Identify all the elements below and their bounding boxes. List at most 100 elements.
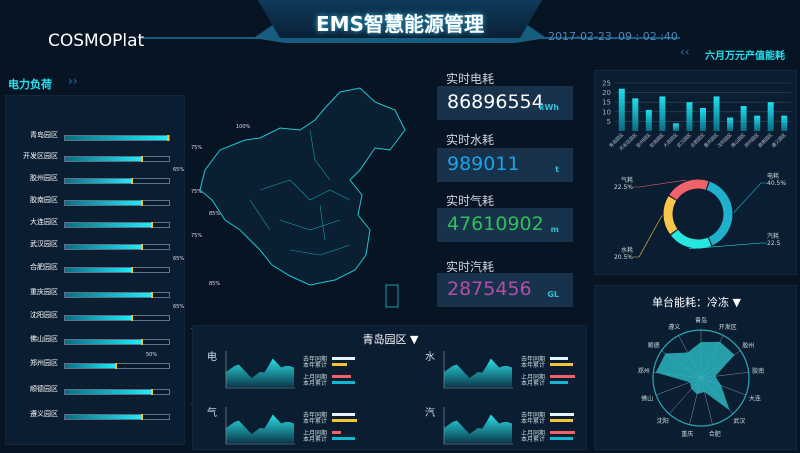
slice-name: 电耗	[767, 172, 779, 180]
donut-slice[interactable]	[706, 181, 733, 246]
x-tick-label: 遵义园区	[770, 131, 788, 149]
park-label: 胶南园区	[30, 196, 58, 204]
load-bar	[64, 339, 170, 345]
bar[interactable]	[740, 106, 747, 131]
load-bar-fill	[65, 223, 154, 227]
load-row: 开发区园区 75%	[6, 145, 202, 166]
load-marker	[151, 292, 154, 298]
legend-bar	[332, 357, 355, 360]
park-selector[interactable]: 青岛园区 ▼	[193, 331, 588, 347]
load-percent: 65%	[173, 256, 185, 262]
realtime-label: 实时气耗	[446, 194, 495, 208]
page-title: EMS智慧能源管理	[316, 12, 484, 36]
park-label: 合肥园区	[30, 263, 58, 271]
chevron-left-icon: ‹‹	[680, 45, 690, 59]
legend-label: 上月同期	[521, 430, 546, 437]
realtime-label: 实时汽耗	[446, 260, 495, 274]
load-marker	[151, 389, 154, 395]
load-bar	[64, 414, 170, 420]
radar-area[interactable]	[655, 341, 735, 411]
bar[interactable]	[727, 117, 734, 131]
legend-bar	[550, 375, 575, 378]
radar-axis-label: 胶南	[752, 367, 764, 375]
legend-bar	[332, 413, 355, 416]
china-map[interactable]	[190, 80, 430, 320]
legend-bar	[332, 381, 355, 384]
time-display: 09 : 02 :40	[618, 30, 678, 43]
area-chart	[225, 407, 295, 445]
bar[interactable]	[672, 123, 679, 131]
slice-value: 20.5%	[614, 254, 633, 261]
load-row: 大连园区 85%	[6, 211, 220, 232]
axis	[225, 351, 295, 389]
bar[interactable]	[754, 115, 761, 131]
load-percent: 65%	[173, 304, 185, 310]
y-tick-label: 20	[602, 89, 611, 97]
radar-axis-label: 顺德	[648, 341, 660, 349]
power-load-panel: 青岛园区 100% 开发区园区 75% 胶州园区 65% 胶南园区 75% 大连园区 85% 武汉园…	[5, 95, 250, 445]
legend-label: 上月同期	[303, 374, 328, 381]
unit-energy-panel: 单台能耗：冷冻 ▼ 青岛 开发区 胶州 胶南 大连 武汉 合肥 重庆 沈阳 佛山 郑州 顺德 遵义	[594, 285, 797, 450]
bar[interactable]	[618, 88, 625, 131]
radar-axis-label: 武汉	[733, 417, 745, 425]
load-bar	[64, 222, 170, 228]
load-marker	[141, 244, 143, 250]
realtime-value: 47610902	[447, 213, 544, 235]
energy-type-label: 汽	[425, 408, 435, 419]
donut-slice[interactable]	[670, 229, 712, 249]
bar[interactable]	[659, 96, 666, 131]
slice-value: 40.5%	[767, 180, 786, 187]
dropdown-arrow-icon: ▼	[732, 296, 741, 309]
load-bar	[64, 200, 170, 206]
radar-axis-label: 开发区	[719, 323, 737, 331]
load-percent: 100%	[236, 124, 251, 130]
radar-axis-label: 大连	[749, 394, 761, 402]
load-bar	[64, 292, 170, 298]
y-tick-label: 15	[602, 99, 611, 107]
load-row: 胶南园区 75%	[6, 189, 202, 210]
slice-name: 气耗	[621, 176, 633, 184]
load-row: 遵义园区75%	[6, 403, 202, 424]
energy-type-label: 气	[207, 408, 217, 419]
realtime-value-box: 989011 t	[437, 148, 573, 182]
legend-label: 本年累计	[303, 418, 328, 425]
donut-slice[interactable]	[669, 179, 709, 201]
radar-axis-label: 遵义	[668, 323, 680, 331]
legend-bar	[550, 357, 568, 360]
load-marker	[141, 156, 143, 162]
load-percent: 50%	[146, 352, 158, 358]
load-bar	[64, 389, 170, 395]
realtime-value: 989011	[447, 153, 520, 175]
legend-bar	[332, 431, 341, 434]
bar[interactable]	[781, 115, 788, 131]
load-percent: 85%	[209, 281, 221, 287]
bar[interactable]	[713, 96, 720, 131]
load-marker	[141, 200, 143, 206]
bar[interactable]	[700, 107, 706, 131]
area-series	[444, 414, 512, 443]
park-label: 重庆园区	[30, 288, 58, 296]
legend-label: 本年累计	[303, 362, 328, 369]
load-bar-fill	[65, 157, 143, 161]
legend-bar	[550, 431, 575, 434]
radar-axis-label: 青岛	[695, 316, 707, 324]
legend-label: 去年同期	[303, 412, 328, 419]
radar-selector[interactable]: 单台能耗：冷冻 ▼	[595, 294, 798, 310]
slice-name: 汽耗	[767, 232, 779, 240]
load-bar-fill	[65, 390, 154, 394]
bar[interactable]	[632, 98, 639, 131]
load-bar-fill	[65, 293, 154, 297]
load-bar-fill	[65, 179, 133, 183]
load-bar	[64, 267, 170, 273]
legend-label: 去年同期	[521, 356, 546, 363]
axis	[443, 407, 513, 445]
load-bar	[64, 244, 170, 250]
load-marker	[130, 315, 133, 321]
load-bar	[64, 315, 170, 321]
load-bar	[64, 178, 170, 184]
bar[interactable]	[686, 102, 693, 131]
park-label: 大连园区	[30, 218, 58, 226]
bar[interactable]	[645, 109, 652, 131]
donut-slice[interactable]	[663, 196, 678, 235]
bar[interactable]	[767, 102, 774, 131]
